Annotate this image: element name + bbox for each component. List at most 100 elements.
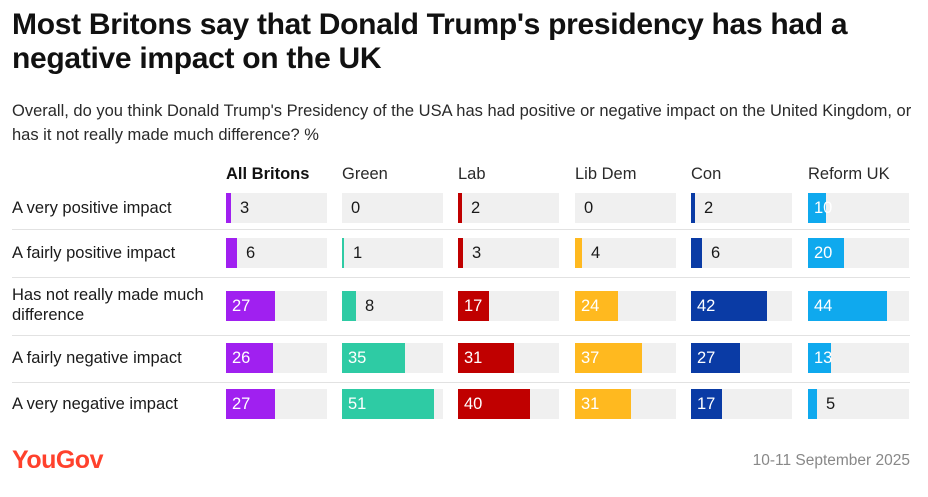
bar-cell: 26	[226, 343, 327, 373]
bar-cell: 10	[808, 193, 909, 223]
data-label: 51	[348, 395, 367, 413]
bar	[226, 291, 275, 321]
row-label: A very negative impact	[12, 395, 178, 413]
row-label: A fairly positive impact	[12, 244, 176, 262]
bar	[575, 291, 618, 321]
bar	[226, 238, 237, 268]
data-label: 0	[584, 199, 594, 217]
bar-cell: 8	[342, 291, 443, 321]
bar	[342, 291, 356, 321]
bar-cell: 5	[808, 389, 909, 419]
bar	[226, 343, 273, 373]
bar-cell: 27	[226, 291, 327, 321]
bar-cell: 3	[226, 193, 327, 223]
bar	[808, 389, 817, 419]
data-label: 13	[814, 349, 833, 367]
column-header: Lib Dem	[575, 165, 637, 183]
row-separator	[12, 277, 910, 278]
bar-cell: 27	[226, 389, 327, 419]
bar-cell: 40	[458, 389, 559, 419]
bar	[575, 343, 642, 373]
row-separator	[12, 229, 910, 230]
bar-cell: 2	[691, 193, 792, 223]
bar	[226, 193, 231, 223]
bar	[458, 238, 463, 268]
data-label: 5	[826, 395, 836, 413]
bar-cell: 51	[342, 389, 443, 419]
data-label: 31	[464, 349, 483, 367]
bar-cell: 27	[691, 343, 792, 373]
bar	[458, 193, 462, 223]
column-header: Reform UK	[808, 165, 890, 183]
bar	[342, 238, 344, 268]
bar-cell: 1	[342, 238, 443, 268]
bar	[458, 389, 530, 419]
bar	[808, 238, 844, 268]
chart-title: Most Britons say that Donald Trump's pre…	[12, 8, 848, 75]
data-label: 6	[246, 244, 256, 262]
bar-cell: 17	[458, 291, 559, 321]
data-label: 1	[353, 244, 363, 262]
fieldwork-date: 10-11 September 2025	[752, 452, 910, 469]
bar-cell: 24	[575, 291, 676, 321]
column-header: Green	[342, 165, 388, 183]
row-label: A fairly negative impact	[12, 349, 182, 367]
row-separator	[12, 335, 910, 336]
bar-cell: 31	[575, 389, 676, 419]
data-label: 2	[704, 199, 714, 217]
bar-cell: 13	[808, 343, 909, 373]
data-label: 20	[814, 244, 833, 262]
data-label: 27	[232, 395, 251, 413]
bar-cell: 0	[342, 193, 443, 223]
bar-cell: 3	[458, 238, 559, 268]
data-label: 3	[240, 199, 250, 217]
bar-cell: 37	[575, 343, 676, 373]
data-label: 27	[697, 349, 716, 367]
bar	[691, 193, 695, 223]
data-label: 6	[711, 244, 721, 262]
bar	[808, 291, 887, 321]
data-label: 44	[814, 297, 833, 315]
bar	[458, 291, 489, 321]
bar-cell: 20	[808, 238, 909, 268]
data-label: 17	[464, 297, 483, 315]
data-label: 40	[464, 395, 483, 413]
bar-cell: 6	[691, 238, 792, 268]
data-label: 8	[365, 297, 375, 315]
bar	[808, 193, 826, 223]
bar-cell: 4	[575, 238, 676, 268]
bar	[691, 238, 702, 268]
bar-cell: 17	[691, 389, 792, 419]
data-label: 4	[591, 244, 601, 262]
data-label: 27	[232, 297, 251, 315]
data-label: 26	[232, 349, 251, 367]
bar-cell: 6	[226, 238, 327, 268]
column-header: All Britons	[226, 165, 310, 183]
data-label: 2	[471, 199, 481, 217]
column-header: Lab	[458, 165, 486, 183]
bar-cell: 0	[575, 193, 676, 223]
bar	[691, 343, 740, 373]
row-label: Has not really made much difference	[12, 286, 204, 324]
chart-subtitle: Overall, do you think Donald Trump's Pre…	[12, 102, 912, 144]
bar-cell: 35	[342, 343, 443, 373]
bar-cell: 44	[808, 291, 909, 321]
yougov-logo: YouGov	[12, 446, 103, 474]
bar	[342, 389, 434, 419]
bar-cell: 31	[458, 343, 559, 373]
data-label: 35	[348, 349, 367, 367]
data-label: 24	[581, 297, 600, 315]
bar-cell: 2	[458, 193, 559, 223]
row-label: A very positive impact	[12, 199, 172, 217]
column-header: Con	[691, 165, 722, 183]
data-label: 3	[472, 244, 482, 262]
bar	[575, 389, 631, 419]
data-label: 31	[581, 395, 600, 413]
data-label: 37	[581, 349, 600, 367]
bar	[458, 343, 514, 373]
bar	[226, 389, 275, 419]
data-label: 42	[697, 297, 716, 315]
bar	[575, 238, 582, 268]
bar	[691, 389, 722, 419]
